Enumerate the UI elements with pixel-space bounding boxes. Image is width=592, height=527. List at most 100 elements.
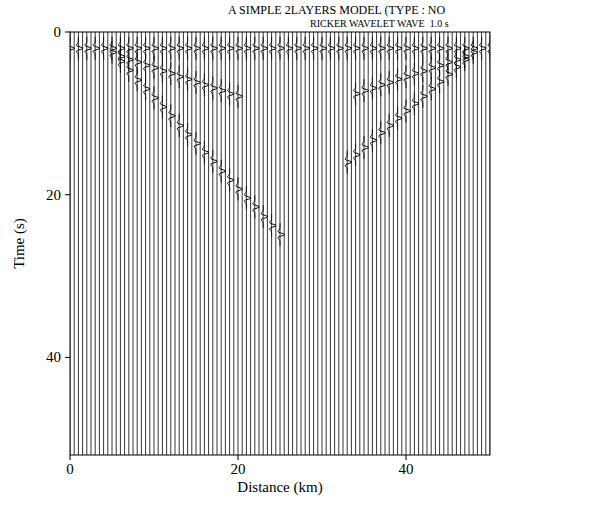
wavelet	[253, 196, 259, 219]
wavelet	[454, 37, 460, 60]
wavelet	[421, 85, 427, 108]
trace	[338, 32, 339, 455]
trace	[334, 32, 335, 455]
trace	[208, 32, 209, 455]
trace	[179, 32, 180, 455]
y-tick-label: 40	[46, 349, 61, 365]
wavelet	[228, 169, 234, 192]
trace	[99, 32, 100, 455]
wavelet	[438, 70, 444, 93]
trace	[196, 32, 197, 455]
wavelet	[421, 37, 427, 60]
trace	[368, 32, 369, 455]
wavelet	[144, 37, 150, 60]
wavelet	[463, 45, 469, 68]
wavelet	[446, 51, 452, 74]
wavelet	[480, 37, 486, 60]
wavelet	[354, 37, 360, 60]
wavelet	[354, 82, 360, 105]
wavelet	[438, 54, 444, 77]
trace	[284, 32, 285, 455]
trace	[170, 32, 171, 455]
trace	[183, 32, 184, 455]
trace	[456, 32, 457, 455]
wavelet	[186, 37, 192, 60]
trace	[460, 32, 461, 455]
wavelet	[211, 150, 217, 173]
y-tick-label: 0	[54, 24, 62, 40]
wavelet	[270, 214, 276, 237]
wavelet	[387, 71, 393, 94]
wavelet	[219, 79, 225, 102]
trace	[397, 32, 398, 455]
trace	[351, 32, 352, 455]
wavelet	[70, 37, 75, 60]
trace	[473, 32, 474, 455]
wavelet	[186, 123, 192, 146]
x-tick-label: 40	[399, 461, 414, 477]
wavelet	[244, 187, 250, 210]
trace	[309, 32, 310, 455]
wavelet	[370, 37, 376, 60]
trace	[326, 32, 327, 455]
wavelet	[379, 37, 385, 60]
wavelet	[320, 37, 326, 60]
wavelet	[278, 223, 284, 246]
trace	[116, 32, 117, 455]
trace	[322, 32, 323, 455]
wavelet	[186, 68, 192, 91]
trace	[133, 32, 134, 455]
trace	[330, 32, 331, 455]
trace	[128, 32, 129, 455]
y-tick	[65, 32, 70, 33]
trace	[191, 32, 192, 455]
x-tick	[406, 455, 407, 460]
wavelet	[202, 73, 208, 96]
wavelet	[429, 78, 435, 101]
trace	[292, 32, 293, 455]
wavelet	[102, 37, 108, 60]
wavelet	[412, 62, 418, 85]
wavelet	[135, 69, 141, 92]
wavelet	[387, 114, 393, 137]
wavelet	[202, 37, 208, 60]
trace	[439, 32, 440, 455]
traces	[70, 32, 490, 455]
trace	[393, 32, 394, 455]
trace	[464, 32, 465, 455]
wavelet	[370, 77, 376, 100]
wavelet	[454, 48, 460, 71]
trace	[267, 32, 268, 455]
wavelet	[85, 37, 91, 60]
trace	[401, 32, 402, 455]
frame	[70, 32, 490, 455]
trace	[149, 32, 150, 455]
trace	[477, 32, 478, 455]
trace	[443, 32, 444, 455]
trace	[82, 32, 83, 455]
wavelet	[160, 60, 166, 83]
wavelet	[177, 65, 183, 88]
trace	[418, 32, 419, 455]
trace	[254, 32, 255, 455]
trace	[343, 32, 344, 455]
trace	[301, 32, 302, 455]
wavelet	[429, 37, 435, 60]
trace	[448, 32, 449, 455]
wavelet	[152, 37, 158, 60]
wavelet	[152, 87, 158, 110]
y-tick	[65, 194, 70, 195]
trace	[317, 32, 318, 455]
wavelet	[345, 151, 351, 174]
wavelet	[177, 37, 183, 60]
wavelet	[236, 85, 242, 108]
wavelet	[404, 37, 410, 60]
wavelet	[160, 37, 166, 60]
trace	[86, 32, 87, 455]
wavelet	[286, 37, 292, 60]
trace	[376, 32, 377, 455]
trace	[238, 32, 239, 455]
trace	[313, 32, 314, 455]
wavelet	[362, 136, 368, 159]
trace	[107, 32, 108, 455]
